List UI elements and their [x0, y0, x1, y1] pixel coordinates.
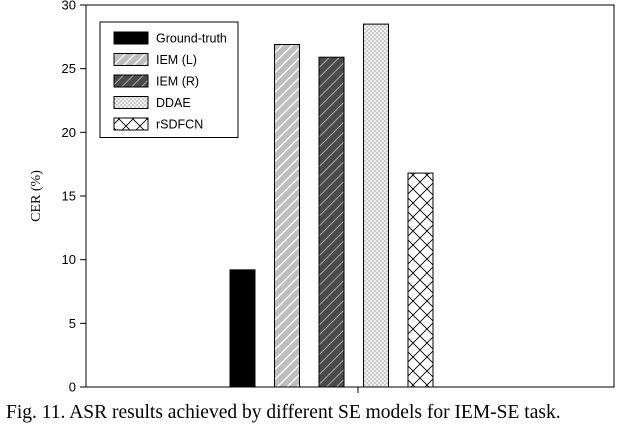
- bar-iem-l: [274, 43, 300, 388]
- bar-ddae: [363, 23, 389, 388]
- legend-label: DDAE: [156, 96, 191, 110]
- legend-label: IEM (L): [156, 53, 197, 67]
- bar-iem-r: [318, 56, 345, 388]
- legend-swatch: [113, 31, 149, 45]
- y-axis-label: CER (%): [29, 170, 44, 222]
- legend-swatch: [113, 96, 149, 109]
- legend-label: Ground-truth: [156, 32, 227, 46]
- bar-chart: 0 5 10 15 20 25 30 CER (%) Ground-truth IEM (L) IE…: [29, 0, 615, 395]
- y-tick-label: 20: [62, 125, 76, 140]
- legend-swatch: [113, 117, 149, 131]
- bar-ground-truth: [229, 269, 256, 388]
- plot-area: 0 5 10 15 20 25 30 CER (%) Ground-truth IEM (L) IE…: [29, 0, 615, 395]
- figure-caption: Fig. 11. ASR results achieved by differe…: [6, 402, 561, 423]
- y-tick-label: 0: [69, 380, 76, 395]
- y-tick-label: 15: [62, 189, 76, 204]
- legend-label: rSDFCN: [156, 118, 203, 132]
- bar-rsdfcn: [407, 172, 434, 388]
- y-tick-label: 30: [62, 0, 76, 13]
- y-tick-label: 5: [69, 316, 76, 331]
- legend-swatch: [113, 53, 149, 66]
- legend-swatch: [113, 74, 149, 88]
- y-tick-label: 25: [62, 61, 76, 76]
- legend-label: IEM (R): [156, 75, 199, 89]
- y-tick-label: 10: [62, 252, 76, 267]
